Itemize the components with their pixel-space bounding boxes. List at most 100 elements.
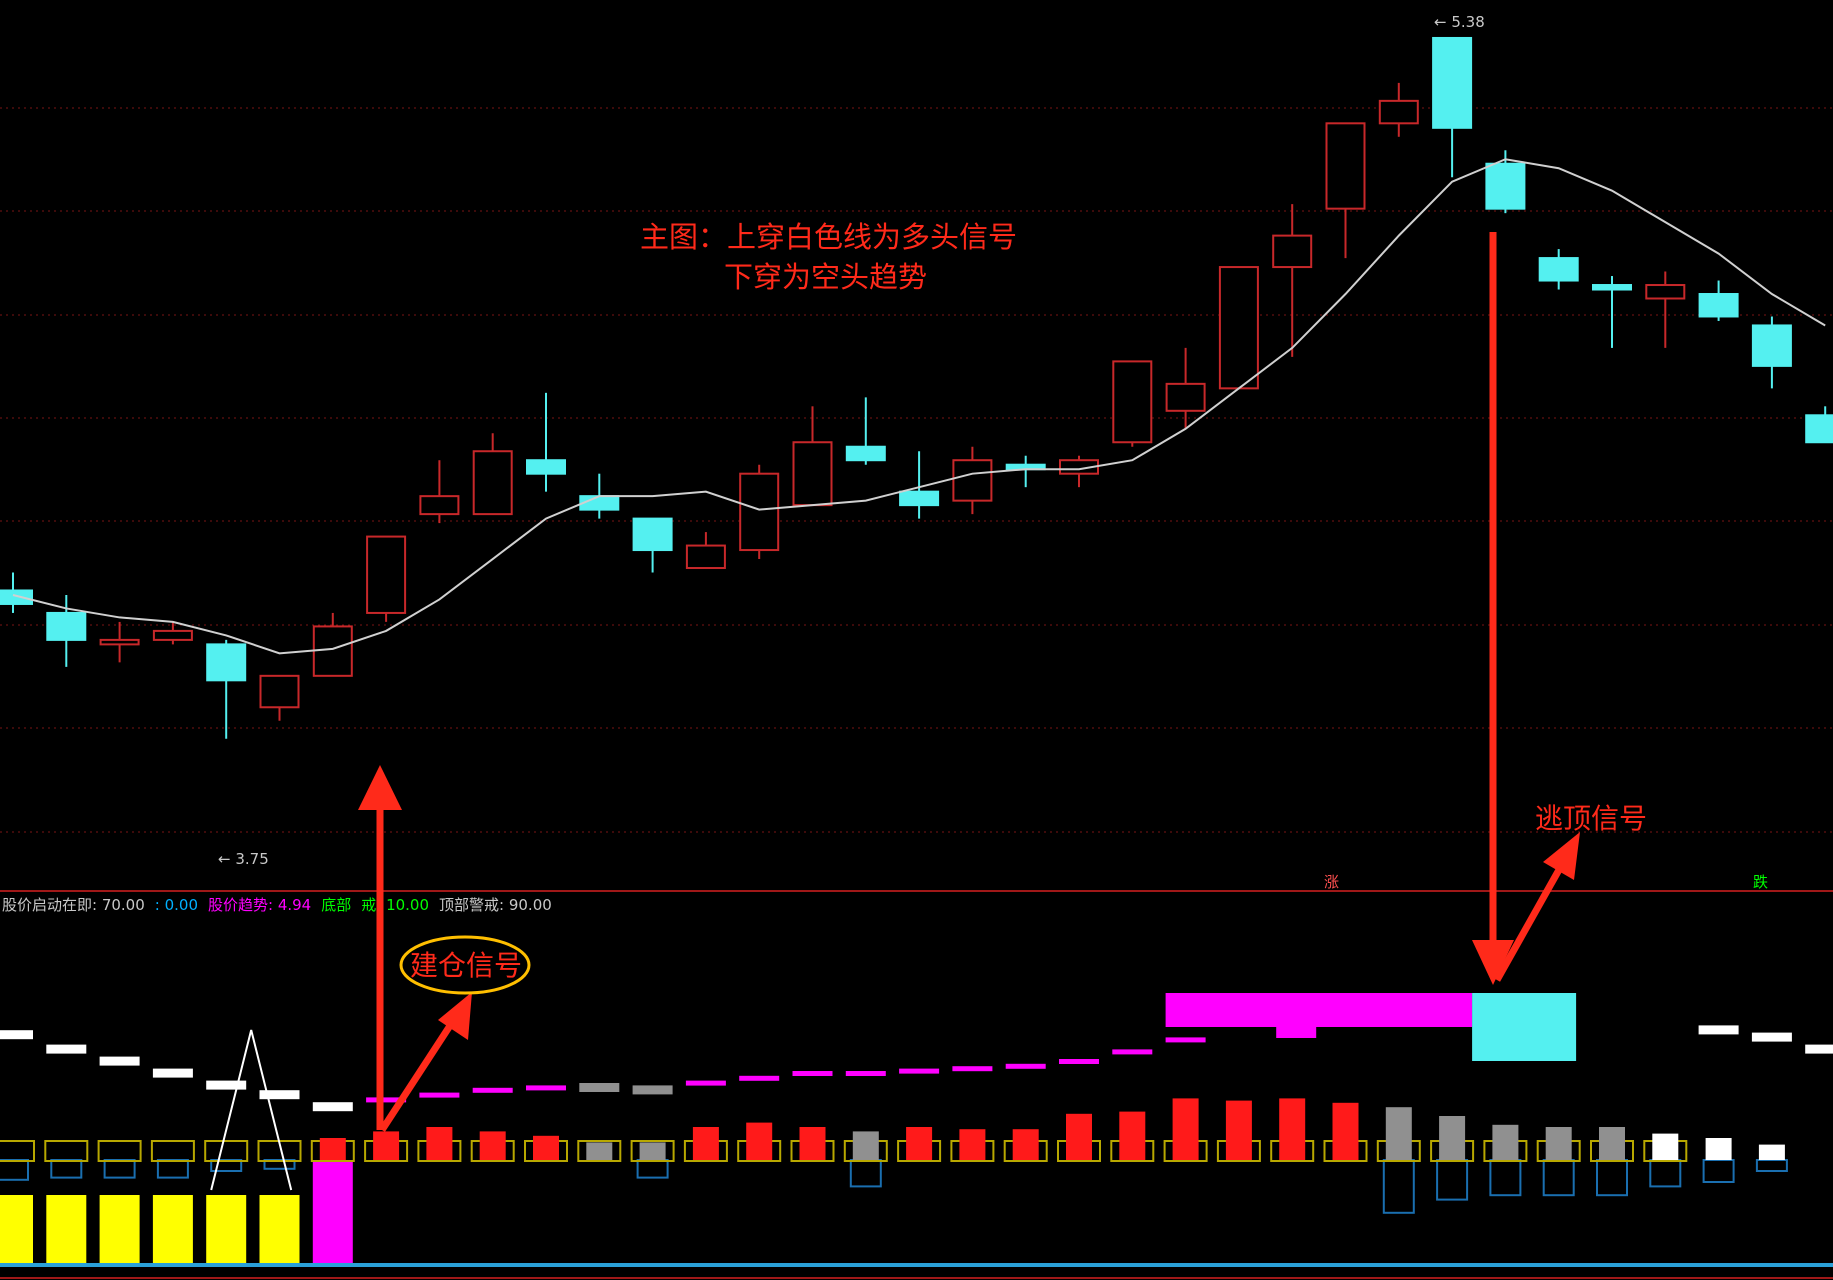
candle-12 (632, 517, 673, 573)
signal-bar-5 (259, 1195, 300, 1263)
candle-body-3 (152, 629, 193, 641)
momentum-bar-24 (1279, 1098, 1306, 1160)
low-price-label: ← 3.75 (218, 850, 269, 868)
candle-body-0 (0, 589, 33, 605)
candle-body-4 (206, 643, 247, 682)
candle-body-22 (1165, 382, 1206, 412)
candle-body-12 (632, 517, 673, 552)
momentum-bar-12 (639, 1142, 666, 1160)
candle-34 (1805, 406, 1833, 444)
candle-31 (1645, 271, 1686, 348)
trend-dash-16 (845, 1071, 886, 1076)
rise-marker: 涨 (1324, 873, 1339, 891)
trend-dash-12 (632, 1085, 673, 1095)
candle-25 (1325, 122, 1366, 259)
candle-0 (0, 572, 33, 613)
candle-body-17 (899, 490, 940, 507)
fall-marker: 跌 (1753, 873, 1768, 891)
candle-body-11 (579, 495, 620, 511)
candle-body-28 (1485, 162, 1526, 210)
momentum-bar-20 (1066, 1113, 1092, 1160)
candle-body-6 (312, 625, 353, 677)
trend-dash-7 (366, 1097, 407, 1103)
momentum-bar-32 (1705, 1138, 1732, 1160)
trend-dash-13 (685, 1080, 726, 1086)
candle-body-27 (1432, 36, 1473, 129)
candle-body-31 (1645, 284, 1686, 300)
candle-body-7 (366, 535, 407, 614)
momentum-bar-23 (1225, 1100, 1252, 1160)
trend-dash-22 (1165, 1037, 1206, 1043)
trend-dash-21 (1112, 1049, 1153, 1055)
candle-body-33 (1751, 324, 1792, 367)
momentum-bar-14 (746, 1122, 773, 1160)
signal-bar-3 (152, 1195, 193, 1263)
candle-body-26 (1378, 99, 1419, 125)
indicator-pane (0, 993, 1833, 1263)
candle-9 (472, 433, 513, 516)
yellow-box-11 (577, 1140, 622, 1162)
momentum-bar-26 (1385, 1107, 1412, 1160)
candle-13 (685, 532, 726, 570)
candle-body-34 (1805, 414, 1833, 444)
trend-dash-33 (1751, 1032, 1792, 1042)
legend-item-3: 底部 (321, 896, 351, 914)
signal-bar-4 (206, 1195, 247, 1263)
candle-2 (99, 621, 140, 663)
escape-signal-arrows (1472, 232, 1580, 985)
candle-body-5 (259, 674, 300, 709)
buy-signal-ellipse (399, 935, 531, 995)
signal-bar-0 (0, 1195, 33, 1263)
trend-dash-9 (472, 1087, 513, 1093)
yellow-box-2 (97, 1140, 142, 1162)
candle-body-2 (99, 638, 140, 646)
buy-arrow-up-head (358, 765, 402, 810)
candle-21 (1112, 360, 1153, 447)
trend-dash-1 (46, 1044, 87, 1054)
escape-signal-label: 逃顶信号 (1535, 802, 1647, 835)
escape-arrow-diag-head (1543, 832, 1580, 880)
momentum-bar-9 (479, 1131, 506, 1160)
candle-22 (1165, 347, 1206, 429)
candle-33 (1751, 316, 1792, 389)
trend-dash-11 (579, 1083, 620, 1092)
escape-arrow-diag-shaft (1493, 866, 1564, 982)
candle-23 (1218, 266, 1259, 390)
momentum-bar-15 (799, 1127, 826, 1160)
candle-14 (739, 464, 780, 560)
trend-dash-17 (899, 1068, 940, 1074)
candle-body-21 (1112, 360, 1153, 444)
candle-24 (1272, 204, 1313, 357)
buy-signal-arrows (358, 765, 472, 1132)
trend-dash-15 (792, 1071, 833, 1076)
yellow-box-0 (0, 1140, 35, 1162)
spike-line (210, 1029, 293, 1191)
momentum-bar-30 (1599, 1127, 1625, 1160)
legend-item-1: : 0.00 (155, 896, 198, 914)
escape-box (1472, 993, 1577, 1061)
candle-27 (1432, 36, 1473, 178)
candle-body-24 (1272, 234, 1313, 269)
candle-body-1 (46, 611, 87, 641)
candle-body-29 (1538, 257, 1579, 282)
high-price-label: ← 5.38 (1434, 13, 1485, 31)
candle-body-10 (526, 459, 566, 475)
candle-body-30 (1592, 284, 1632, 291)
trend-dash-18 (952, 1066, 993, 1072)
signal-bar-2 (99, 1195, 140, 1263)
legend-item-4: 戒: 10.00 (361, 896, 429, 914)
candle-body-16 (845, 445, 886, 462)
momentum-bar-22 (1172, 1098, 1199, 1160)
buy-arrow-diag-head (438, 992, 472, 1040)
momentum-bar-29 (1545, 1127, 1572, 1160)
main-chart-note-line2: 下穿为空头趋势 (724, 260, 927, 294)
candle-16 (845, 397, 886, 465)
candle-7 (366, 535, 407, 622)
yellow-box-4 (204, 1140, 249, 1162)
candle-32 (1698, 280, 1739, 321)
momentum-bar-21 (1119, 1111, 1146, 1160)
candle-body-23 (1218, 266, 1259, 390)
indicator-legend: 股价启动在即: 70.00: 0.00 股价趋势: 4.94 底部 戒: 10.00 顶… (2, 896, 552, 914)
candle-3 (152, 621, 193, 645)
